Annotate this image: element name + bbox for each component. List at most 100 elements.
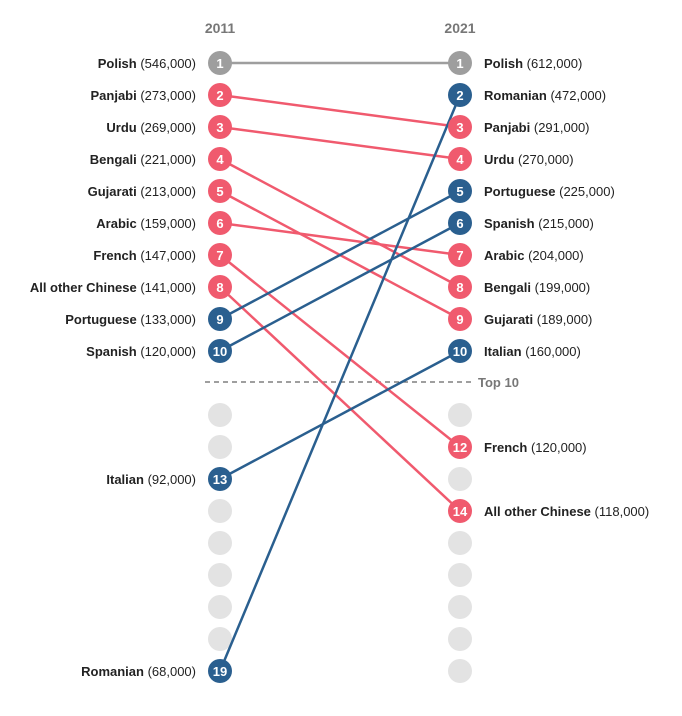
rank-number-2021-french: 12 <box>453 440 467 455</box>
label-2011-all-other-chinese-name: All other Chinese <box>30 280 137 295</box>
rank-node-2021-polish <box>448 51 472 75</box>
empty-slot-2021-rank-13 <box>448 467 472 491</box>
label-2021-urdu: Urdu (270,000) <box>484 152 574 167</box>
label-2021-all-other-chinese-value: (118,000) <box>591 504 649 519</box>
empty-slot-2011-rank-11 <box>208 403 232 427</box>
label-2021-italian-value: (160,000) <box>522 344 581 359</box>
rank-number-2011-panjabi: 2 <box>216 88 223 103</box>
label-2011-urdu: Urdu (269,000) <box>106 120 196 135</box>
label-2021-panjabi: Panjabi (291,000) <box>484 120 590 135</box>
rank-node-2011-panjabi <box>208 83 232 107</box>
empty-slot-2011-rank-18 <box>208 627 232 651</box>
label-2021-italian-name: Italian <box>484 344 522 359</box>
rank-node-2021-panjabi <box>448 115 472 139</box>
rank-number-2011-portuguese: 9 <box>216 312 223 327</box>
label-2011-italian-name: Italian <box>106 472 144 487</box>
rank-number-2011-arabic: 6 <box>216 216 223 231</box>
label-2011-romanian: Romanian (68,000) <box>81 664 196 679</box>
label-2011-spanish: Spanish (120,000) <box>86 344 196 359</box>
slope-line-panjabi <box>219 93 461 129</box>
label-2011-arabic-value: (159,000) <box>137 216 196 231</box>
slope-line-spanish <box>219 221 461 353</box>
rank-node-2011-polish <box>208 51 232 75</box>
label-2011-all-other-chinese: All other Chinese (141,000) <box>30 280 196 295</box>
label-2011-portuguese: Portuguese (133,000) <box>65 312 196 327</box>
rank-node-2021-arabic <box>448 243 472 267</box>
empty-slot-2021-rank-16 <box>448 563 472 587</box>
rank-number-2021-arabic: 7 <box>456 248 463 263</box>
slope-line-urdu <box>219 125 461 161</box>
empty-slot-2021-rank-11 <box>448 403 472 427</box>
rank-node-2021-french <box>448 435 472 459</box>
label-2021-spanish-value: (215,000) <box>535 216 594 231</box>
rank-node-2011-arabic <box>208 211 232 235</box>
rank-node-2011-romanian <box>208 659 232 683</box>
label-2011-gujarati-name: Gujarati <box>88 184 137 199</box>
label-2011-italian-value: (92,000) <box>144 472 196 487</box>
label-2011-french-name: French <box>93 248 136 263</box>
label-2011-panjabi: Panjabi (273,000) <box>90 88 196 103</box>
label-2021-italian: Italian (160,000) <box>484 344 581 359</box>
rank-number-2011-spanish: 10 <box>213 344 227 359</box>
rank-number-2021-all-other-chinese: 14 <box>453 504 468 519</box>
label-2021-panjabi-name: Panjabi <box>484 120 530 135</box>
label-2021-gujarati-value: (189,000) <box>533 312 592 327</box>
label-2011-panjabi-name: Panjabi <box>90 88 136 103</box>
empty-slot-2011-rank-14 <box>208 499 232 523</box>
rank-node-2021-italian <box>448 339 472 363</box>
rank-number-2011-bengali: 4 <box>216 152 224 167</box>
label-2011-bengali: Bengali (221,000) <box>90 152 196 167</box>
rank-node-2011-gujarati <box>208 179 232 203</box>
label-2021-urdu-value: (270,000) <box>514 152 573 167</box>
label-2011-portuguese-value: (133,000) <box>137 312 196 327</box>
label-2011-french-value: (147,000) <box>137 248 196 263</box>
rank-number-2011-french: 7 <box>216 248 223 263</box>
empty-slot-2021-rank-19 <box>448 659 472 683</box>
label-2021-arabic-name: Arabic <box>484 248 524 263</box>
label-2021-portuguese: Portuguese (225,000) <box>484 184 615 199</box>
empty-slot-2011-rank-12 <box>208 435 232 459</box>
label-2021-all-other-chinese: All other Chinese (118,000) <box>484 504 649 519</box>
label-2011-romanian-name: Romanian <box>81 664 144 679</box>
slope-line-bengali <box>219 157 461 289</box>
label-2011-urdu-name: Urdu <box>106 120 136 135</box>
label-2021-panjabi-value: (291,000) <box>530 120 589 135</box>
label-2011-romanian-value: (68,000) <box>144 664 196 679</box>
rank-number-2021-urdu: 4 <box>456 152 464 167</box>
label-2011-gujarati-value: (213,000) <box>137 184 196 199</box>
label-2011-all-other-chinese-value: (141,000) <box>137 280 196 295</box>
language-labels: Polish (546,000) Polish (612,000) Panjabi … <box>30 56 649 679</box>
label-2011-polish: Polish (546,000) <box>98 56 196 71</box>
rank-number-2011-urdu: 3 <box>216 120 223 135</box>
slope-line-all-other-chinese <box>219 286 461 512</box>
label-2021-arabic-value: (204,000) <box>524 248 583 263</box>
label-2011-polish-name: Polish <box>98 56 137 71</box>
rank-number-2011-romanian: 19 <box>213 664 227 679</box>
label-2021-all-other-chinese-name: All other Chinese <box>484 504 591 519</box>
empty-slot-2011-rank-15 <box>208 531 232 555</box>
label-2011-french: French (147,000) <box>93 248 196 263</box>
label-2021-romanian-value: (472,000) <box>547 88 606 103</box>
rank-node-2011-all-other-chinese <box>208 275 232 299</box>
label-2021-portuguese-name: Portuguese <box>484 184 556 199</box>
rank-number-2011-all-other-chinese: 8 <box>216 280 223 295</box>
label-2021-romanian-name: Romanian <box>484 88 547 103</box>
empty-slot-2021-rank-18 <box>448 627 472 651</box>
label-2021-polish-value: (612,000) <box>523 56 582 71</box>
rank-number-2011-polish: 1 <box>216 56 223 71</box>
label-2021-bengali: Bengali (199,000) <box>484 280 590 295</box>
label-2011-bengali-name: Bengali <box>90 152 137 167</box>
label-2021-romanian: Romanian (472,000) <box>484 88 606 103</box>
rank-node-2011-urdu <box>208 115 232 139</box>
rank-number-2011-italian: 13 <box>213 472 227 487</box>
rank-node-2021-spanish <box>448 211 472 235</box>
slope-line-romanian <box>218 94 462 672</box>
rank-node-2021-portuguese <box>448 179 472 203</box>
slope-line-portuguese <box>219 189 461 321</box>
label-2021-spanish: Spanish (215,000) <box>484 216 594 231</box>
rank-node-2021-all-other-chinese <box>448 499 472 523</box>
label-2021-urdu-name: Urdu <box>484 152 514 167</box>
label-2011-spanish-value: (120,000) <box>137 344 196 359</box>
